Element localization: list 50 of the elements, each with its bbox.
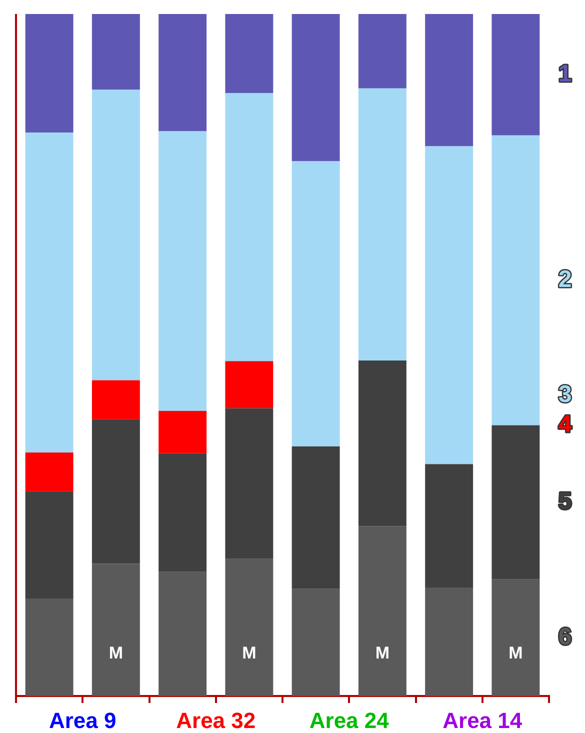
bar — [25, 452, 74, 492]
bar — [25, 14, 74, 133]
bar — [358, 526, 406, 696]
bar — [425, 588, 474, 696]
bar — [492, 135, 540, 426]
x-tick-label: Area 14 — [442, 708, 523, 733]
bar — [92, 419, 140, 564]
bar — [158, 410, 207, 454]
bar — [425, 14, 474, 146]
bar — [92, 14, 140, 90]
bar — [292, 446, 340, 589]
bar — [225, 93, 274, 362]
text: 4 — [558, 410, 572, 438]
bar — [425, 464, 474, 588]
bar — [92, 90, 140, 380]
bar — [492, 14, 540, 136]
bar — [225, 558, 274, 696]
bar — [25, 598, 74, 696]
annotation: M — [242, 644, 256, 663]
bar — [158, 131, 207, 411]
bar — [358, 14, 406, 88]
bar — [158, 453, 207, 572]
annotation: M — [375, 644, 390, 663]
x-tick-label: Area 32 — [176, 708, 256, 733]
annotation: M — [108, 644, 124, 663]
annotation: M — [508, 644, 523, 663]
bar — [92, 380, 140, 420]
x-tick-label: Area 24 — [309, 708, 390, 733]
bar — [92, 564, 140, 696]
bar — [358, 88, 406, 360]
bar — [492, 425, 540, 580]
bar — [425, 146, 474, 464]
bar — [292, 14, 340, 162]
x-tick-label: Area 9 — [48, 708, 116, 733]
bar — [158, 14, 207, 132]
bar — [492, 579, 540, 696]
bar — [225, 408, 274, 559]
series-label: 6 — [558, 623, 572, 650]
bar — [25, 132, 74, 453]
bar — [25, 491, 74, 598]
bar — [158, 572, 207, 696]
bar — [292, 161, 340, 446]
series-label: 2 — [558, 266, 572, 293]
bar — [292, 588, 340, 696]
series-label: 1 — [558, 60, 572, 88]
series-label: 5 — [558, 488, 572, 515]
bar — [225, 361, 274, 408]
bar — [358, 360, 406, 526]
bar — [225, 14, 274, 94]
legend-label: 3 — [558, 380, 572, 408]
